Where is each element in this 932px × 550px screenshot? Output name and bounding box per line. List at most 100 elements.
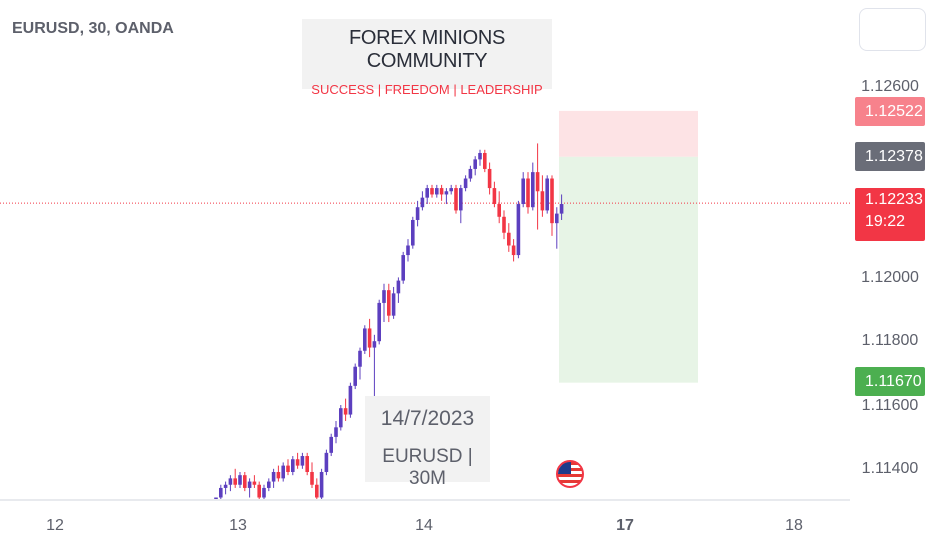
take-profit-zone[interactable] bbox=[559, 156, 698, 383]
candle bbox=[516, 200, 521, 259]
candle bbox=[358, 347, 362, 380]
candle bbox=[281, 462, 285, 482]
candle bbox=[387, 283, 391, 323]
symbol-label[interactable]: EURUSD, 30, OANDA bbox=[12, 20, 174, 37]
price-label-5: 1.11400 bbox=[861, 460, 919, 477]
candle bbox=[377, 299, 381, 345]
candle bbox=[425, 184, 429, 205]
candle bbox=[367, 318, 372, 358]
entry-price-tag: 1.12378 bbox=[855, 142, 925, 171]
candle bbox=[353, 363, 357, 390]
candle-body bbox=[459, 188, 463, 211]
stop-loss-zone[interactable] bbox=[559, 110, 698, 157]
candle-body bbox=[555, 213, 559, 224]
candle bbox=[300, 452, 305, 469]
candle bbox=[406, 239, 410, 262]
candle-body bbox=[247, 481, 252, 488]
candle bbox=[535, 143, 540, 230]
time-label-14: 14 bbox=[415, 517, 433, 534]
candle-body bbox=[473, 159, 477, 169]
candle bbox=[343, 398, 348, 421]
candle bbox=[507, 223, 511, 252]
candle-body bbox=[372, 341, 377, 348]
candle bbox=[483, 149, 487, 173]
candle-body bbox=[334, 427, 338, 437]
chart-settings-button[interactable] bbox=[859, 8, 926, 51]
take-profit-tag: 1.11670 bbox=[855, 367, 925, 396]
candle-body bbox=[295, 459, 300, 466]
annotation-pair: EURUSD | 30M bbox=[382, 446, 473, 489]
candle-body bbox=[262, 487, 266, 498]
candle bbox=[329, 433, 333, 457]
candle-body bbox=[430, 188, 434, 195]
candle bbox=[319, 468, 324, 499]
candle bbox=[531, 162, 535, 211]
candle bbox=[468, 165, 473, 182]
candle bbox=[478, 149, 482, 166]
candle bbox=[391, 286, 396, 319]
candle bbox=[310, 462, 314, 488]
candle-body bbox=[425, 188, 429, 198]
price-label-2: 1.12000 bbox=[861, 269, 919, 286]
candle-body bbox=[391, 293, 396, 316]
candle bbox=[295, 452, 300, 469]
time-label-17: 17 bbox=[616, 517, 634, 534]
us-flag-icon[interactable] bbox=[556, 460, 584, 488]
candle bbox=[382, 283, 386, 323]
title-box: FOREX MINIONS COMMUNITY SUCCESS | FREEDO… bbox=[302, 19, 552, 97]
candle bbox=[348, 382, 353, 418]
candle bbox=[492, 181, 497, 208]
candle-body bbox=[257, 484, 261, 498]
candle-body bbox=[281, 465, 285, 479]
candle-body bbox=[238, 475, 242, 485]
candle-body bbox=[540, 191, 545, 211]
candle bbox=[396, 277, 401, 303]
date-annotation: 14/7/2023 EURUSD | 30M bbox=[365, 396, 490, 489]
candle bbox=[339, 405, 343, 431]
candle bbox=[286, 459, 290, 476]
candle bbox=[214, 497, 218, 499]
candle-body bbox=[507, 232, 511, 246]
candle-body bbox=[559, 204, 564, 214]
candle bbox=[559, 194, 564, 220]
candle bbox=[487, 162, 492, 195]
candle bbox=[454, 184, 458, 214]
chart-subtitle: SUCCESS | FREEDOM | LEADERSHIP bbox=[311, 82, 543, 97]
candle bbox=[439, 184, 444, 201]
candle-body bbox=[463, 178, 468, 189]
candle-body bbox=[348, 385, 353, 415]
candle-body bbox=[267, 481, 271, 488]
candle-body bbox=[406, 245, 410, 256]
candle-body bbox=[531, 172, 535, 208]
candle bbox=[262, 484, 266, 499]
candle bbox=[459, 184, 463, 224]
candle bbox=[334, 420, 338, 444]
candle-body bbox=[233, 478, 237, 485]
price-label-3: 1.11800 bbox=[861, 332, 919, 349]
time-label-12: 12 bbox=[46, 517, 64, 534]
candle bbox=[550, 175, 554, 236]
candle bbox=[223, 481, 228, 495]
candle-body bbox=[502, 216, 506, 233]
candle-body bbox=[411, 219, 415, 246]
candle-body bbox=[319, 471, 324, 498]
candle bbox=[271, 468, 276, 488]
current-price-value: 1.12233 bbox=[865, 191, 923, 208]
candle bbox=[267, 478, 271, 492]
candle-body bbox=[243, 475, 247, 488]
annotation-date: 14/7/2023 bbox=[380, 407, 475, 430]
candle bbox=[420, 191, 425, 211]
candle bbox=[276, 465, 281, 482]
candle bbox=[372, 334, 377, 399]
candle-body bbox=[444, 191, 449, 195]
candle-body bbox=[271, 471, 276, 482]
candle-body bbox=[367, 328, 372, 348]
candle bbox=[228, 475, 233, 492]
candle-body bbox=[382, 290, 386, 303]
candle-body bbox=[363, 328, 367, 351]
candle-body bbox=[324, 452, 329, 472]
candle-body bbox=[516, 204, 521, 256]
candle bbox=[247, 478, 252, 498]
candle bbox=[435, 184, 439, 198]
